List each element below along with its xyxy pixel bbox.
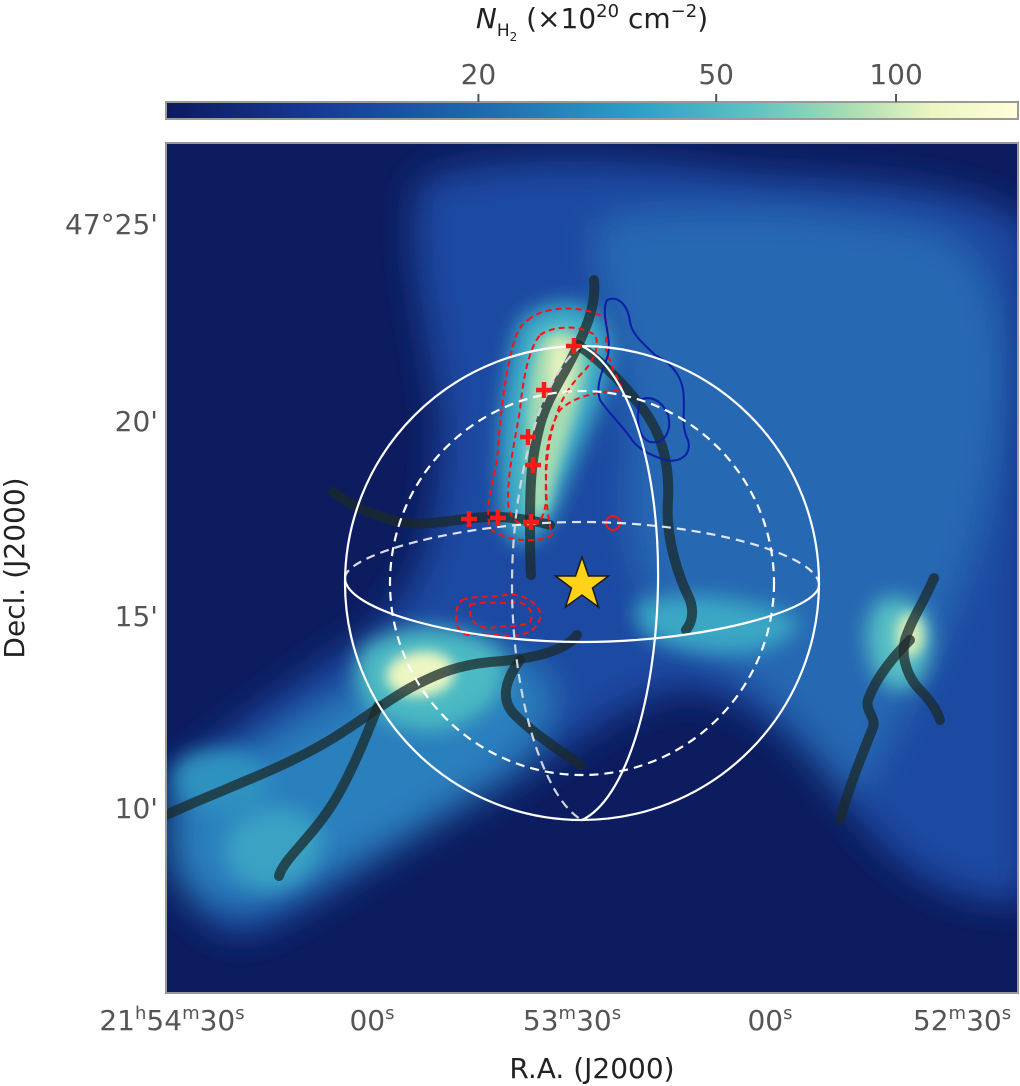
red-contour [487,307,624,542]
x-tick-label: 53m30s [523,1003,621,1037]
colorbar-tick-label: 100 [869,58,922,91]
x-tick-label: 21h54m30s [99,1003,244,1037]
core-markers [461,338,582,530]
filament [500,655,585,770]
equator-front [343,577,821,644]
red-contour [454,593,542,637]
x-tick-label: 52m30s [913,1003,1011,1037]
y-tick-label: 20' [115,405,158,438]
core-marker [461,511,477,527]
filament [835,635,915,825]
core-marker [566,338,582,354]
y-axis-label: Decl. (J2000) [0,477,31,658]
map-frame [165,142,1019,994]
colorbar: 20 50 100 [165,58,1019,120]
core-marker [536,382,552,398]
x-tick-label: 00s [349,1003,394,1037]
core-marker [520,429,536,445]
colorbar-tick-label: 20 [461,58,497,91]
filament [166,630,582,820]
red-contour [468,600,533,630]
peak-emission [386,329,924,697]
filament [898,573,945,725]
blue-contour [637,397,670,444]
y-tick-label: 15' [115,600,158,633]
filament [573,340,698,635]
colorbar-gradient [165,101,1019,120]
colorbar-title: NH2 (×1020 cm−2) [476,1,708,44]
y-axis: 47°25' 20' 15' 10' Decl. (J2000) [0,208,158,825]
filament-skeleton [166,275,945,881]
meridian-back [510,345,583,821]
core-marker [490,510,506,526]
blue-contours [597,297,690,462]
star-marker [553,554,611,609]
sphere-inner-dashed [388,389,776,777]
meridian-front [581,345,660,821]
filament [524,275,600,580]
x-axis: 21h54m30s 00s 53m30s 00s 52m30s R.A. (J2… [99,1003,1011,1085]
map-panel [165,142,1019,994]
x-tick-label: 00s [747,1003,792,1037]
y-tick-label: 47°25' [65,208,158,241]
filament [274,701,383,881]
core-marker [525,457,541,473]
core-marker [523,514,539,530]
colorbar-ticks: 20 50 100 [461,58,923,102]
filament [328,487,555,530]
y-tick-label: 10' [115,792,158,825]
blue-contour [597,297,690,462]
red-contour [506,326,598,528]
colorbar-tick-label: 50 [698,58,734,91]
x-axis-label: R.A. (J2000) [509,1052,674,1085]
